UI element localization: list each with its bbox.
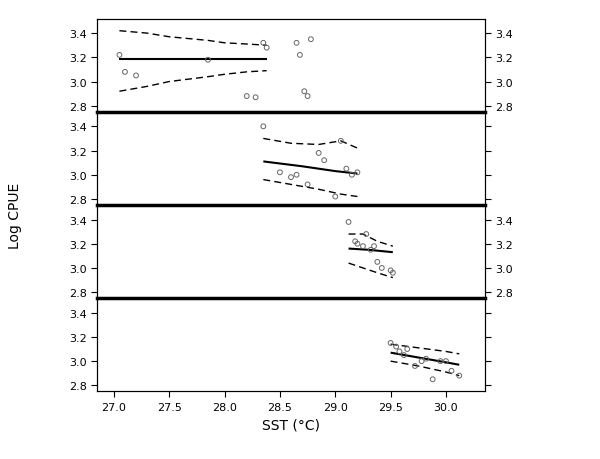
Point bbox=[306, 36, 316, 44]
Point bbox=[275, 169, 285, 177]
Point bbox=[388, 269, 398, 277]
Point bbox=[447, 367, 457, 375]
Point bbox=[410, 363, 420, 370]
Point bbox=[358, 243, 368, 250]
Point bbox=[292, 172, 301, 179]
Point bbox=[386, 340, 395, 347]
Point bbox=[454, 372, 464, 380]
Point bbox=[421, 355, 431, 363]
Text: Log CPUE: Log CPUE bbox=[8, 183, 22, 249]
Point bbox=[377, 265, 386, 272]
Point bbox=[344, 219, 353, 226]
Point bbox=[441, 358, 451, 365]
Point bbox=[386, 267, 395, 274]
Point bbox=[353, 241, 362, 248]
Point bbox=[436, 358, 445, 365]
Point bbox=[350, 238, 360, 246]
Point bbox=[366, 246, 376, 254]
Point bbox=[403, 346, 412, 353]
Point bbox=[303, 181, 313, 189]
Point bbox=[299, 88, 309, 95]
Point bbox=[259, 123, 268, 131]
Point bbox=[262, 45, 271, 52]
Point bbox=[259, 40, 268, 47]
Point bbox=[203, 57, 213, 64]
Point bbox=[353, 169, 362, 177]
Point bbox=[373, 258, 382, 266]
Point bbox=[115, 52, 124, 60]
Point bbox=[369, 243, 379, 250]
Point bbox=[395, 348, 404, 355]
Point bbox=[242, 93, 251, 101]
Point bbox=[331, 193, 340, 201]
Point bbox=[341, 166, 351, 173]
Point bbox=[131, 73, 141, 80]
Point bbox=[292, 40, 301, 47]
Point bbox=[417, 358, 427, 365]
Point bbox=[336, 138, 346, 145]
Point bbox=[361, 231, 371, 238]
Point bbox=[286, 174, 296, 181]
Point bbox=[303, 93, 313, 101]
Point bbox=[399, 352, 409, 359]
X-axis label: SST (°C): SST (°C) bbox=[262, 417, 320, 431]
Point bbox=[319, 157, 329, 164]
Point bbox=[391, 343, 401, 351]
Point bbox=[120, 69, 130, 76]
Point bbox=[295, 52, 305, 60]
Point bbox=[428, 376, 437, 383]
Point bbox=[251, 95, 260, 102]
Point bbox=[314, 150, 323, 157]
Point bbox=[347, 172, 356, 179]
